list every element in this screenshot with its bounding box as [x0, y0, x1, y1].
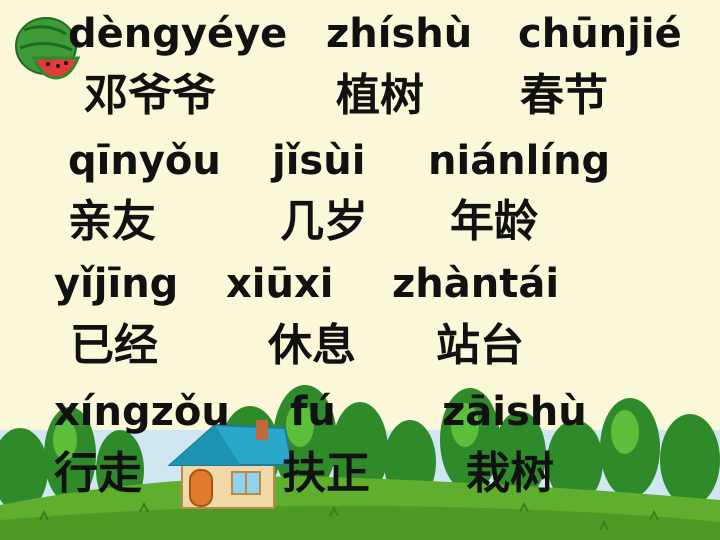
hanzi-word: 年龄	[450, 196, 538, 247]
pinyin-word: fú	[290, 389, 336, 435]
grass-tufts	[39, 501, 659, 531]
hanzi-word: 站台	[436, 320, 524, 371]
hanzi-word: 行走	[54, 448, 142, 499]
row-1-pinyin: dèngyéye zhíshù chūnjié	[0, 14, 720, 74]
row-3-pinyin: yǐjīng xiūxi zhàntái	[0, 264, 720, 324]
pinyin-word: chūnjié	[518, 11, 682, 57]
house-illustration	[167, 420, 294, 509]
hanzi-word: 春节	[520, 70, 608, 121]
row-2-pinyin: qīnyǒu jǐsùi niánlíng	[0, 141, 720, 201]
pinyin-word: xíngzǒu	[54, 389, 230, 435]
pinyin-word: zhíshù	[326, 11, 473, 57]
green-hill-shade	[0, 505, 720, 540]
pinyin-word: zāishù	[442, 389, 587, 435]
pinyin-word: xiūxi	[226, 261, 334, 307]
row-3-hanzi: 已经 休息 站台	[0, 324, 720, 384]
hanzi-word: 几岁	[280, 196, 368, 247]
pinyin-word: zhàntái	[392, 261, 560, 307]
hanzi-word: 邓爷爷	[84, 70, 216, 121]
hanzi-word: 植树	[336, 70, 424, 121]
watermelon-icon	[15, 17, 81, 80]
hanzi-word: 栽树	[466, 448, 554, 499]
hanzi-word: 休息	[268, 320, 356, 371]
pinyin-word: yǐjīng	[54, 261, 179, 307]
row-4-pinyin: xíngzǒu fú zāishù	[0, 392, 720, 452]
row-2-hanzi: 亲友 几岁 年龄	[0, 200, 720, 260]
pinyin-word: jǐsùi	[272, 138, 366, 184]
hanzi-word: 扶正	[282, 448, 370, 499]
trees-highlight	[53, 403, 639, 460]
pinyin-word: niánlíng	[428, 138, 611, 184]
row-1-hanzi: 邓爷爷 植树 春节	[0, 74, 720, 134]
row-4-hanzi: 行走 扶正 栽树	[0, 452, 720, 512]
pinyin-word: qīnyǒu	[68, 138, 221, 184]
hanzi-word: 亲友	[68, 196, 156, 247]
pinyin-word: dèngyéye	[68, 11, 288, 57]
hanzi-word: 已经	[70, 320, 158, 371]
